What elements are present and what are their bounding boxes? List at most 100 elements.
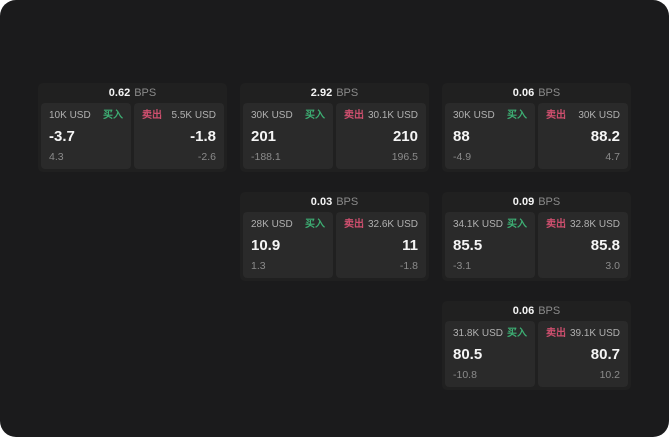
- quote-card: 0.62 BPS 10K USD 买入 -3.7 4.3 卖出 5.5K USD…: [38, 83, 227, 172]
- bps-value: 0.06: [512, 87, 535, 99]
- sell-price: 210: [392, 128, 418, 145]
- card-body: 10K USD 买入 -3.7 4.3 卖出 5.5K USD -1.8 -2.…: [38, 103, 227, 172]
- sell-side-label: 卖出: [344, 219, 364, 230]
- quote-card: 2.92 BPS 30K USD 买入 201 -188.1 卖出 30.1K …: [240, 83, 429, 172]
- card-header: 0.06 BPS: [442, 301, 631, 321]
- buy-panel-top: 10K USD 买入: [49, 110, 123, 122]
- buy-price: 88: [453, 128, 470, 145]
- sell-panel[interactable]: 卖出 30K USD 88.2 4.7: [538, 103, 628, 169]
- buy-panel-top: 30K USD 买入: [453, 110, 527, 122]
- buy-side-label: 买入: [305, 110, 325, 121]
- card-body: 28K USD 买入 10.9 1.3 卖出 32.6K USD 11 -1.8: [240, 212, 429, 281]
- quote-card: 0.06 BPS 30K USD 买入 88 -4.9 卖出 30K USD 8…: [442, 83, 631, 172]
- card-body: 30K USD 买入 201 -188.1 卖出 30.1K USD 210 1…: [240, 103, 429, 172]
- sell-panel-top: 卖出 32.8K USD: [546, 219, 620, 231]
- bps-value: 0.62: [108, 87, 131, 99]
- bps-value: 0.03: [310, 196, 333, 208]
- sell-panel-top: 卖出 39.1K USD: [546, 328, 620, 340]
- buy-amount: 30K USD: [453, 110, 495, 121]
- sell-panel-top: 卖出 5.5K USD: [142, 110, 216, 122]
- sell-sub-value: -1.8: [399, 260, 418, 272]
- quote-card: 0.09 BPS 34.1K USD 买入 85.5 -3.1 卖出 32.8K…: [442, 192, 631, 281]
- sell-side-label: 卖出: [546, 328, 566, 339]
- buy-price: -3.7: [49, 128, 75, 145]
- sell-sub-value: 3.0: [605, 260, 620, 272]
- buy-sub-value: 4.3: [49, 151, 64, 163]
- buy-sub-value: -3.1: [453, 260, 472, 272]
- sell-amount: 39.1K USD: [569, 328, 620, 339]
- bps-unit-label: BPS: [336, 87, 359, 99]
- buy-panel-top: 28K USD 买入: [251, 219, 325, 231]
- sell-sub-value: -2.6: [197, 151, 216, 163]
- sell-panel[interactable]: 卖出 30.1K USD 210 196.5: [336, 103, 426, 169]
- buy-amount: 10K USD: [49, 110, 91, 121]
- bps-unit-label: BPS: [134, 87, 157, 99]
- bps-value: 0.06: [512, 305, 535, 317]
- buy-sub-value: -10.8: [453, 369, 477, 381]
- bps-value: 0.09: [512, 196, 535, 208]
- sell-side-label: 卖出: [546, 110, 566, 121]
- buy-side-label: 买入: [103, 110, 123, 121]
- buy-sub-value: -188.1: [251, 151, 281, 163]
- bps-value: 2.92: [310, 87, 333, 99]
- buy-side-label: 买入: [507, 110, 527, 121]
- bps-unit-label: BPS: [538, 87, 561, 99]
- buy-panel-top: 30K USD 买入: [251, 110, 325, 122]
- buy-panel[interactable]: 30K USD 买入 201 -188.1: [243, 103, 333, 169]
- buy-side-label: 买入: [507, 328, 527, 339]
- buy-panel[interactable]: 34.1K USD 买入 85.5 -3.1: [445, 212, 535, 278]
- sell-panel[interactable]: 卖出 32.6K USD 11 -1.8: [336, 212, 426, 278]
- buy-amount: 28K USD: [251, 219, 293, 230]
- sell-price: 85.8: [590, 237, 620, 254]
- quote-card: 0.06 BPS 31.8K USD 买入 80.5 -10.8 卖出 39.1…: [442, 301, 631, 390]
- sell-price: 80.7: [590, 346, 620, 363]
- buy-side-label: 买入: [305, 219, 325, 230]
- sell-price: 11: [402, 237, 418, 254]
- buy-side-label: 买入: [507, 219, 527, 230]
- sell-panel-top: 卖出 30K USD: [546, 110, 620, 122]
- buy-panel-top: 34.1K USD 买入: [453, 219, 527, 231]
- buy-sub-value: 1.3: [251, 260, 266, 272]
- buy-panel[interactable]: 31.8K USD 买入 80.5 -10.8: [445, 321, 535, 387]
- card-header: 2.92 BPS: [240, 83, 429, 103]
- sell-panel-top: 卖出 30.1K USD: [344, 110, 418, 122]
- buy-panel[interactable]: 30K USD 买入 88 -4.9: [445, 103, 535, 169]
- bps-unit-label: BPS: [538, 196, 561, 208]
- card-header: 0.03 BPS: [240, 192, 429, 212]
- quote-card: 0.03 BPS 28K USD 买入 10.9 1.3 卖出 32.6K US…: [240, 192, 429, 281]
- sell-sub-value: 4.7: [605, 151, 620, 163]
- card-header: 0.09 BPS: [442, 192, 631, 212]
- sell-panel[interactable]: 卖出 39.1K USD 80.7 10.2: [538, 321, 628, 387]
- card-body: 30K USD 买入 88 -4.9 卖出 30K USD 88.2 4.7: [442, 103, 631, 172]
- sell-panel-top: 卖出 32.6K USD: [344, 219, 418, 231]
- buy-sub-value: -4.9: [453, 151, 472, 163]
- buy-price: 201: [251, 128, 277, 145]
- bps-unit-label: BPS: [336, 196, 359, 208]
- buy-amount: 31.8K USD: [453, 328, 504, 339]
- sell-amount: 30K USD: [578, 110, 620, 121]
- card-header: 0.62 BPS: [38, 83, 227, 103]
- sell-panel[interactable]: 卖出 5.5K USD -1.8 -2.6: [134, 103, 224, 169]
- sell-price: 88.2: [590, 128, 620, 145]
- sell-sub-value: 196.5: [391, 151, 418, 163]
- buy-panel[interactable]: 28K USD 买入 10.9 1.3: [243, 212, 333, 278]
- card-body: 34.1K USD 买入 85.5 -3.1 卖出 32.8K USD 85.8…: [442, 212, 631, 281]
- sell-sub-value: 10.2: [599, 369, 620, 381]
- sell-side-label: 卖出: [546, 219, 566, 230]
- card-header: 0.06 BPS: [442, 83, 631, 103]
- sell-side-label: 卖出: [344, 110, 364, 121]
- buy-amount: 34.1K USD: [453, 219, 504, 230]
- sell-price: -1.8: [190, 128, 216, 145]
- buy-panel-top: 31.8K USD 买入: [453, 328, 527, 340]
- sell-amount: 5.5K USD: [171, 110, 216, 121]
- buy-price: 10.9: [251, 237, 281, 254]
- cards-grid: 0.62 BPS 10K USD 买入 -3.7 4.3 卖出 5.5K USD…: [38, 83, 631, 390]
- card-body: 31.8K USD 买入 80.5 -10.8 卖出 39.1K USD 80.…: [442, 321, 631, 390]
- buy-price: 85.5: [453, 237, 483, 254]
- buy-panel[interactable]: 10K USD 买入 -3.7 4.3: [41, 103, 131, 169]
- buy-amount: 30K USD: [251, 110, 293, 121]
- sell-panel[interactable]: 卖出 32.8K USD 85.8 3.0: [538, 212, 628, 278]
- buy-price: 80.5: [453, 346, 483, 363]
- sell-side-label: 卖出: [142, 110, 162, 121]
